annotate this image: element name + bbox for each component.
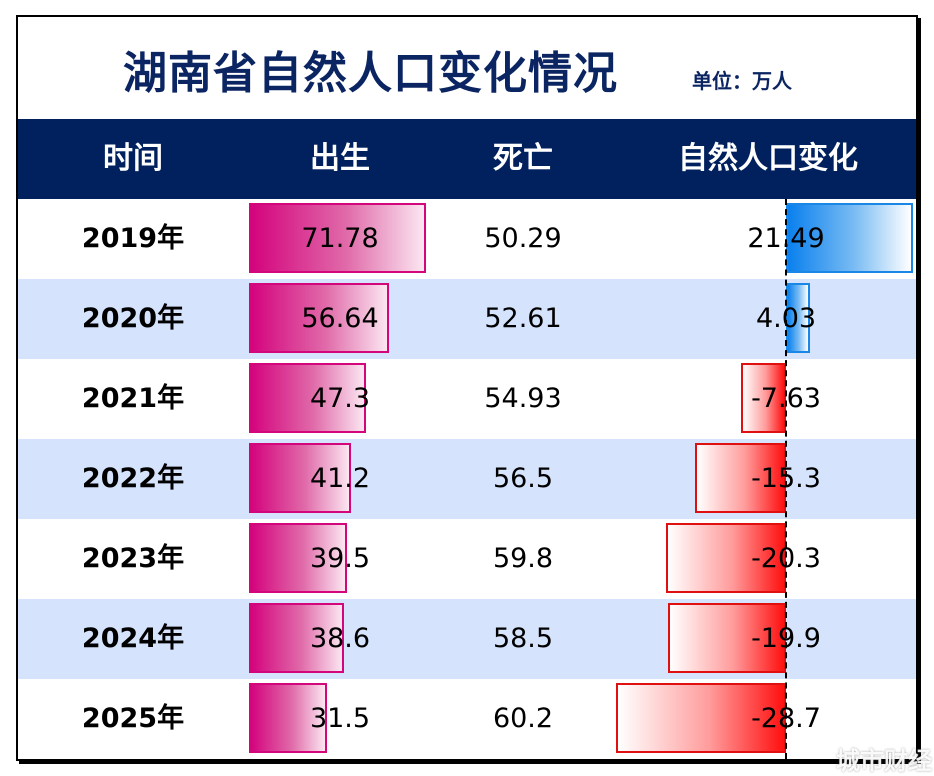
birth-bar <box>249 603 344 673</box>
header-natural-change: 自然人口变化 <box>678 141 858 176</box>
death-value: 58.5 <box>492 623 554 654</box>
birth-value: 47.3 <box>309 383 371 414</box>
chart-frame: 湖南省自然人口变化情况 单位：万人 时间 出生 死亡 自然人口变化 2019年 7… <box>16 15 918 761</box>
year-cell: 2025年 <box>81 703 185 734</box>
death-value: 52.61 <box>484 303 562 334</box>
death-value: 50.29 <box>484 223 562 254</box>
birth-value: 41.2 <box>309 463 371 494</box>
zero-axis-line <box>785 199 787 759</box>
year-cell: 2022年 <box>81 463 185 494</box>
death-value: 59.8 <box>492 543 554 574</box>
table-row: 2021年 47.3 54.93 -7.63 <box>18 359 916 439</box>
birth-value: 71.78 <box>301 223 379 254</box>
title-area: 湖南省自然人口变化情况 单位：万人 <box>18 17 916 119</box>
birth-value: 31.5 <box>309 703 371 734</box>
birth-bar <box>249 443 351 513</box>
birth-bar <box>249 523 347 593</box>
birth-value: 56.64 <box>301 303 379 334</box>
unit-label: 单位：万人 <box>692 69 792 93</box>
birth-bar <box>249 683 327 753</box>
watermark-text: 城市财经 <box>836 747 932 775</box>
birth-value: 38.6 <box>309 623 371 654</box>
birth-bar <box>249 283 389 353</box>
death-value: 60.2 <box>492 703 554 734</box>
header-death: 死亡 <box>493 141 553 176</box>
natural-change-positive-bar <box>786 283 810 353</box>
birth-bar <box>249 203 426 273</box>
natural-change-negative-bar <box>666 523 786 593</box>
death-value: 54.93 <box>484 383 562 414</box>
header-time: 时间 <box>103 141 163 176</box>
year-cell: 2023年 <box>81 543 185 574</box>
birth-value: 39.5 <box>309 543 371 574</box>
table-row: 2023年 39.5 59.8 -20.3 <box>18 519 916 599</box>
year-cell: 2021年 <box>81 383 185 414</box>
header-birth: 出生 <box>310 141 370 176</box>
natural-change-negative-bar <box>616 683 786 753</box>
chart-title: 湖南省自然人口变化情况 <box>123 48 618 99</box>
table-row: 2024年 38.6 58.5 -19.9 <box>18 599 916 679</box>
table-row: 2020年 56.64 52.61 4.03 <box>18 279 916 359</box>
year-cell: 2019年 <box>81 223 185 254</box>
death-value: 56.5 <box>492 463 554 494</box>
year-cell: 2024年 <box>81 623 185 654</box>
table-header: 时间 出生 死亡 自然人口变化 <box>18 119 916 199</box>
natural-change-positive-bar <box>786 203 913 273</box>
table-body: 2019年 71.78 50.29 21.49 2020年 56.64 52.61 4.03 2… <box>18 199 916 759</box>
year-cell: 2020年 <box>81 303 185 334</box>
natural-change-negative-bar <box>695 443 786 513</box>
birth-bar <box>249 363 366 433</box>
natural-change-negative-bar <box>668 603 786 673</box>
table-row: 2022年 41.2 56.5 -15.3 <box>18 439 916 519</box>
table-row: 2025年 31.5 60.2 -28.7 <box>18 679 916 759</box>
table-row: 2019年 71.78 50.29 21.49 <box>18 199 916 279</box>
